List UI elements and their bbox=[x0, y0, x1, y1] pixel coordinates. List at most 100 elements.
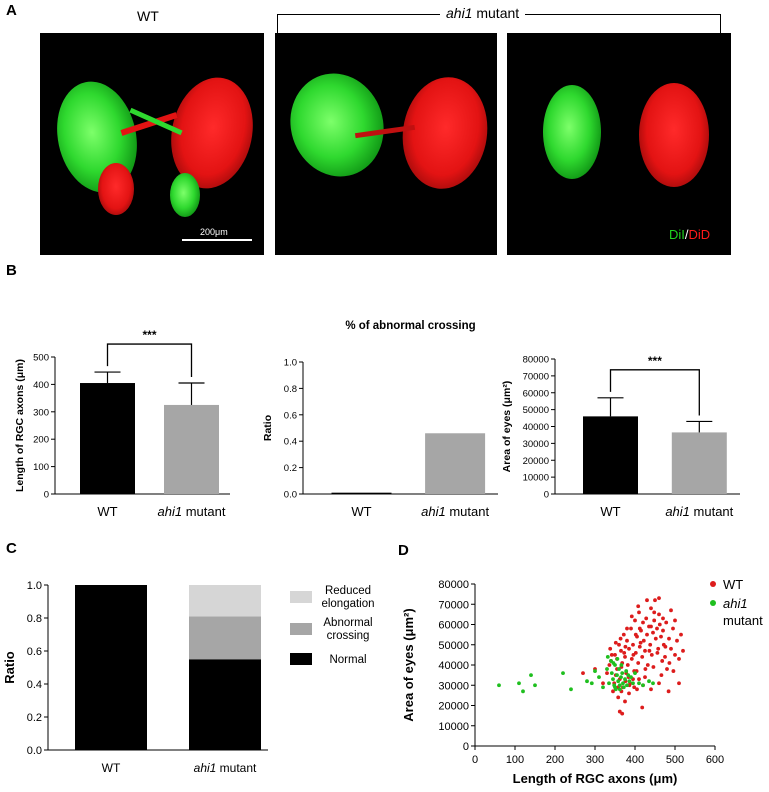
stacked-bar-1-1 bbox=[189, 616, 261, 660]
point-mutant bbox=[619, 663, 624, 667]
bar-1 bbox=[164, 404, 219, 494]
point-wt bbox=[619, 648, 623, 653]
point-wt bbox=[671, 626, 675, 631]
point-wt bbox=[647, 648, 652, 653]
y-tick-label: 40000 bbox=[523, 422, 549, 433]
y-tick-label: 0 bbox=[544, 490, 549, 501]
label-mutant: ahi1 mutant bbox=[440, 5, 526, 21]
point-wt bbox=[649, 624, 653, 629]
label-mutant-rest: mutant bbox=[472, 5, 520, 21]
point-wt bbox=[645, 632, 649, 637]
stain-dil: DiI bbox=[669, 227, 685, 242]
point-wt bbox=[627, 646, 631, 651]
point-wt bbox=[652, 618, 657, 623]
point-wt bbox=[623, 655, 627, 659]
mut2-eye-green bbox=[543, 85, 601, 179]
y-tick-label: 70000 bbox=[523, 371, 549, 382]
y-axis-label: Area of eyes (μm²) bbox=[401, 608, 416, 721]
point-wt bbox=[633, 632, 638, 637]
x-axis-label: Length of RGC axons (μm) bbox=[513, 771, 678, 786]
point-mutant bbox=[533, 683, 537, 688]
y-tick-label: 0 bbox=[463, 741, 469, 753]
point-wt bbox=[601, 681, 605, 686]
point-wt bbox=[621, 632, 626, 637]
point-mutant bbox=[593, 669, 597, 673]
y-tick-label: 500 bbox=[33, 353, 49, 364]
point-mutant bbox=[627, 679, 632, 684]
point-wt bbox=[616, 695, 621, 700]
point-mutant bbox=[617, 687, 622, 692]
point-wt bbox=[638, 640, 643, 645]
legend-swatch-0 bbox=[290, 591, 312, 603]
point-wt bbox=[625, 626, 629, 631]
point-wt bbox=[637, 677, 641, 682]
point-wt bbox=[608, 646, 613, 651]
bar-0 bbox=[80, 383, 135, 494]
point-wt bbox=[643, 648, 647, 653]
point-mutant bbox=[569, 687, 573, 692]
point-wt bbox=[665, 667, 669, 671]
point-wt bbox=[656, 646, 661, 651]
x-tick-label: 300 bbox=[586, 754, 604, 766]
point-wt bbox=[623, 699, 627, 704]
category-label-1: ahi1 mutant bbox=[158, 504, 226, 519]
chart-title: % of abnormal crossing bbox=[345, 320, 475, 332]
point-wt bbox=[625, 638, 629, 643]
legend-label-1: Abnormal crossing bbox=[323, 617, 372, 642]
y-tick-label: 0 bbox=[44, 490, 49, 501]
point-mutant bbox=[601, 685, 605, 690]
chart-abnormal-crossing: 0.0 0.2 0.4 0.6 0.8 1.0 Ratio % of abnormal cro… bbox=[262, 320, 498, 519]
point-wt bbox=[643, 667, 648, 671]
point-wt bbox=[663, 655, 667, 659]
point-wt bbox=[649, 652, 654, 657]
point-mutant bbox=[497, 683, 501, 688]
point-wt bbox=[631, 652, 636, 657]
point-mutant bbox=[521, 689, 525, 694]
point-wt bbox=[681, 648, 685, 653]
point-wt bbox=[661, 628, 665, 633]
y-tick-label: 10000 bbox=[523, 473, 549, 484]
y-axis-label: Ratio bbox=[2, 651, 17, 684]
legend-marker-wt bbox=[710, 581, 716, 587]
point-wt bbox=[617, 642, 621, 647]
stacked-bar-1-2 bbox=[189, 585, 261, 617]
y-tick-label: 80000 bbox=[438, 579, 469, 591]
point-wt bbox=[644, 616, 649, 621]
significance-stars: *** bbox=[648, 354, 662, 368]
point-wt bbox=[641, 620, 645, 625]
point-mutant bbox=[615, 673, 619, 678]
point-mutant bbox=[633, 671, 637, 675]
y-tick-label: 60000 bbox=[438, 620, 469, 632]
point-wt bbox=[605, 671, 609, 675]
y-tick-label: 0.0 bbox=[284, 490, 297, 501]
point-wt bbox=[636, 661, 641, 665]
y-tick-label: 10000 bbox=[438, 721, 469, 733]
point-wt bbox=[671, 669, 676, 673]
category-label-0: WT bbox=[102, 761, 121, 775]
stacked-bar-1-0 bbox=[189, 659, 261, 750]
scale-bar-label: 200μm bbox=[200, 227, 228, 237]
legend-swatch-1 bbox=[290, 623, 312, 635]
point-wt bbox=[637, 644, 642, 649]
point-mutant bbox=[605, 655, 610, 659]
point-wt bbox=[640, 705, 645, 710]
stain-sep: / bbox=[684, 227, 689, 242]
y-tick-label: 0.2 bbox=[27, 712, 42, 724]
point-wt bbox=[667, 661, 672, 665]
point-mutant bbox=[637, 681, 641, 686]
y-tick-label: 100 bbox=[33, 462, 49, 473]
point-wt bbox=[632, 685, 637, 690]
point-wt bbox=[652, 610, 657, 615]
y-tick-label: 0.6 bbox=[284, 410, 297, 421]
y-tick-label: 50000 bbox=[523, 405, 549, 416]
y-tick-label: 0.6 bbox=[27, 646, 42, 658]
point-wt bbox=[679, 632, 683, 637]
point-wt bbox=[667, 636, 671, 641]
y-tick-label: 60000 bbox=[523, 388, 549, 399]
legend-label-wt: WT bbox=[723, 577, 743, 592]
panel-c-chart: 0.0 0.2 0.4 0.6 0.8 1.0 Ratio WT ahi1 mutant Redu… bbox=[2, 580, 375, 775]
mut1-eye-red bbox=[395, 71, 495, 195]
y-tick-label: 30000 bbox=[438, 680, 469, 692]
category-label-1: ahi1 mutant bbox=[665, 504, 733, 519]
point-mutant bbox=[561, 671, 565, 675]
